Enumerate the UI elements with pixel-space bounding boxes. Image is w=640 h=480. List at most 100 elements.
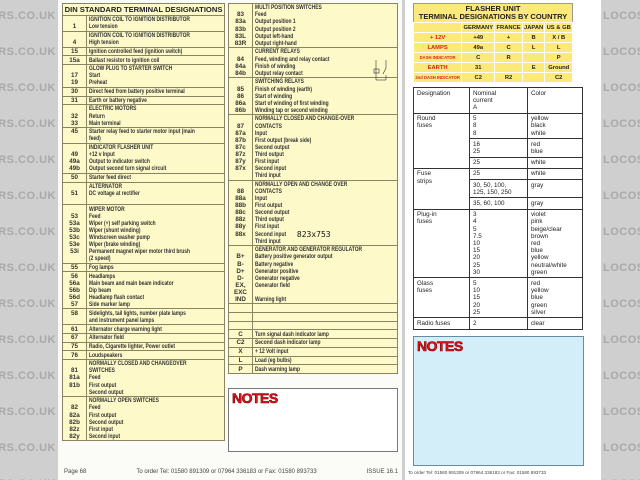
terminal-code <box>65 135 84 142</box>
terminal-description-line: Feed <box>89 374 222 381</box>
terminal-description: Direct feed from battery positive termin… <box>89 88 185 96</box>
terminal-code: 49b <box>69 165 80 173</box>
terminal-code: 61 <box>70 325 78 333</box>
terminal-description: Feed, winding and relay contact <box>255 55 330 63</box>
terminal-code: 56d <box>69 293 80 301</box>
watermark-text: LOCOSTBUILDERS.CO.UK <box>603 370 640 382</box>
terminal-description-line: NORMALLY OPEN AND CHANGE OVER <box>255 181 395 188</box>
watermark-text: LOCOSTBUILDERS.CO.UK <box>603 298 640 310</box>
terminal-code-cell: 67 <box>62 332 87 343</box>
terminal-code: 56b <box>69 286 80 294</box>
terminal-description-line: Second input 823x753 <box>255 230 395 238</box>
fuse-current: 5 8 8 <box>469 112 528 140</box>
terminal-description-cell: CURRENT RELAYS Feed, winding and relay co… <box>252 47 398 79</box>
terminal-code <box>65 206 84 213</box>
watermark-text: LOCOSTBUILDERS.CO.UK <box>603 190 640 202</box>
terminal-code <box>231 322 250 329</box>
terminal-code-cell: 56 56a 56b 56d 57 <box>62 271 87 310</box>
terminal-description: Second input <box>255 165 287 173</box>
terminal-code: 84 <box>236 55 244 63</box>
terminal-code <box>65 317 84 324</box>
terminal-code-cell: 81 81a 81b <box>62 358 87 398</box>
terminal-description-line: High tension <box>89 39 222 46</box>
terminal-description-line: NORMALLY CLOSED AND CHANGEOVER <box>89 360 222 367</box>
terminal-code: 45 <box>70 128 78 136</box>
terminal-description-cell: ALTERNATOR DC voltage at rectifier <box>86 181 225 206</box>
terminal-code: 53i <box>70 248 79 256</box>
terminal-description-cell: Fog lamps <box>86 262 225 273</box>
terminal-description: Alternator field <box>89 334 124 342</box>
terminal-row: 53 53a 53b 53c 53e 53i WIPER MOTOR Feed Wiper (+… <box>62 204 225 264</box>
terminal-code-cell: 88 88a 88b 88c 88z 88y 88x <box>228 179 253 247</box>
terminal-code: 83L <box>235 32 246 40</box>
terminal-code: 33 <box>70 119 78 127</box>
terminal-description: First input <box>255 158 280 166</box>
terminal-value <box>521 52 546 63</box>
terminal-code-cell: 55 <box>62 262 87 273</box>
terminal-code-cell: 45 <box>62 127 87 144</box>
terminal-code: 53a <box>69 219 80 227</box>
terminal-description-line: Headlamps <box>89 273 222 280</box>
terminal-code: 4 <box>72 39 77 47</box>
terminal-description: NORMALLY CLOSED AND CHANGE-OVER <box>255 115 355 123</box>
terminal-description: Alternator charge warning light <box>89 325 162 333</box>
terminal-row: 55 Fog lamps <box>62 262 225 273</box>
terminal-value: C2 <box>544 72 573 83</box>
terminal-row: 83 83a 83b 83L 83R MULTI POSITION SWITCHES Fee… <box>228 2 398 49</box>
terminal-description: Generator field <box>255 281 290 289</box>
fuse-color: gray <box>527 197 583 210</box>
fuse-designation: Glass fuses <box>413 277 470 319</box>
terminal-description: SWITCHES <box>89 367 115 375</box>
terminal-description: First output (break side) <box>255 136 312 144</box>
terminal-code <box>231 115 250 122</box>
terminal-code: 88y <box>235 223 246 231</box>
fuse-current: 25 <box>469 167 528 181</box>
watermark-text: LOCOSTBUILDERS.CO.UK <box>603 334 640 346</box>
terminal-description-cell: Earth or battery negative <box>86 95 225 106</box>
fuse-designation: Round fuses <box>413 112 470 169</box>
terminal-description-line: Sidelights, tail lights, number plate la… <box>89 310 222 317</box>
terminal-code-cell: C2 <box>228 338 253 348</box>
terminal-description: Output position 2 <box>255 25 296 33</box>
terminal-row: 67 Alternator field <box>62 332 225 343</box>
terminal-description: + 12 Volt input <box>255 348 289 356</box>
terminal-code-cell: 4 <box>62 30 87 48</box>
terminal-description: CONTACTS <box>255 122 282 130</box>
terminal-description-line: ALTERNATOR <box>89 183 222 190</box>
fuse-current: 30, 50, 100, 125, 150, 250 <box>469 179 528 199</box>
terminal-row: 45 Starter relay feed to starter motor in… <box>62 127 225 144</box>
terminal-description-line: Second dash indicator lamp <box>255 339 395 346</box>
terminal-code-cell: 61 <box>62 324 87 334</box>
fuse-color: gray <box>527 179 583 199</box>
terminal-row: L Load (eg bulbs) <box>228 355 398 366</box>
terminal-description-line: Third output <box>255 216 395 223</box>
terminal-description: Output to indicator switch <box>89 158 150 166</box>
terminal-description-cell: NORMALLY CLOSED AND CHANGEOVER SWITCHES Fe… <box>86 358 225 398</box>
terminal-row: 51 ALTERNATOR DC voltage at rectifier <box>62 181 225 206</box>
terminal-code: 84a <box>235 62 246 70</box>
terminal-value: R2 <box>494 72 523 83</box>
terminal-row: 75 Radio, Cigarette lighter, Power outlet <box>62 341 225 352</box>
terminal-description-cell: Dash warning lamp <box>252 364 398 374</box>
fuse-row: Glass fuses 5 10 15 20 25 red yellow blue … <box>413 277 583 319</box>
terminal-code <box>231 4 250 11</box>
terminal-code-cell: 51 <box>62 181 87 206</box>
terminal-code-cell: 50 <box>62 172 87 183</box>
terminal-description-line: Wiper (brake winding) <box>89 241 222 248</box>
terminal-code: 83b <box>235 25 246 33</box>
terminal-code: 53e <box>69 241 80 249</box>
order-info-right: To order Tel: 01580 891309 or 07964 3361… <box>408 470 547 475</box>
terminal-code: 87c <box>235 143 246 151</box>
terminal-code: 82a <box>69 411 80 419</box>
terminal-description: Radio, Cigarette lighter, Power outlet <box>89 342 175 350</box>
fuse-current: 25 <box>469 156 528 169</box>
terminal-description-line: Second input <box>255 165 395 172</box>
terminal-description-line: CONTACTS <box>255 123 395 130</box>
terminal-description: Third input <box>255 237 281 245</box>
fuse-current: 3 4 5 7.5 10 15 20 25 30 <box>469 208 528 279</box>
terminal-description: Low tension <box>89 23 118 31</box>
terminal-description-line: First input <box>255 223 395 230</box>
terminal-code-cell: 76 <box>62 350 87 360</box>
watermark-text: LOCOSTBUILDERS.CO.UK <box>0 406 56 418</box>
terminal-code-cell: 53 53a 53b 53c 53e 53i <box>62 204 87 264</box>
